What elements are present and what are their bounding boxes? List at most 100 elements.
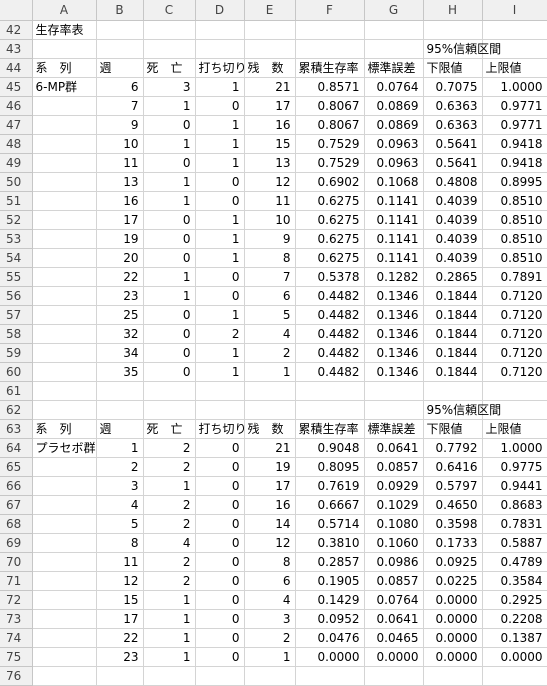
cell-e[interactable]: 6 [244,571,296,591]
cell-a[interactable] [32,229,97,249]
cell-a[interactable] [32,400,97,420]
cell-c[interactable]: 2 [143,514,196,534]
cell-g[interactable]: 0.1068 [364,172,424,192]
cell-f[interactable]: 0.4482 [295,286,365,306]
cell-e[interactable]: 15 [244,134,296,154]
cell-c[interactable]: 0 [143,362,196,382]
cell-a[interactable] [32,590,97,610]
cell-b[interactable]: 23 [96,286,144,306]
column-header-a[interactable]: A [32,0,97,21]
cell-d[interactable]: 0 [195,552,245,572]
cell-a[interactable] [32,552,97,572]
cell-h[interactable]: 0.1844 [423,286,483,306]
cell-a[interactable]: 生存率表 [32,20,97,40]
column-header-d[interactable]: D [195,0,245,21]
cell-b[interactable] [96,400,144,420]
cell-c[interactable]: 4 [143,533,196,553]
cell-h[interactable]: 0.1844 [423,324,483,344]
cell-h[interactable]: 0.4808 [423,172,483,192]
cell-g[interactable]: 0.0764 [364,590,424,610]
cell-h[interactable]: 0.4039 [423,210,483,230]
cell-e[interactable] [244,20,296,40]
cell-d[interactable]: 1 [195,248,245,268]
cell-i[interactable]: 0.8510 [482,229,547,249]
cell-a[interactable] [32,571,97,591]
cell-d[interactable]: 1 [195,115,245,135]
cell-h[interactable]: 0.5641 [423,134,483,154]
cell-a[interactable] [32,514,97,534]
cell-h[interactable]: 0.4039 [423,229,483,249]
cell-c[interactable]: 死 亡 [143,58,196,78]
cell-i[interactable]: 0.7120 [482,362,547,382]
cell-c[interactable]: 0 [143,248,196,268]
cell-h[interactable]: 0.0925 [423,552,483,572]
row-header[interactable]: 60 [0,362,33,382]
cell-i[interactable]: 0.0000 [482,647,547,667]
cell-i[interactable]: 0.9775 [482,457,547,477]
cell-f[interactable]: 0.8067 [295,115,365,135]
cell-g[interactable]: 0.0465 [364,628,424,648]
cell-h[interactable]: 下限値 [423,419,483,439]
cell-c[interactable]: 2 [143,552,196,572]
cell-g[interactable]: 0.1141 [364,210,424,230]
row-header[interactable]: 54 [0,248,33,268]
cell-c[interactable]: 1 [143,191,196,211]
row-header[interactable]: 42 [0,20,33,40]
cell-e[interactable] [244,400,296,420]
cell-g[interactable]: 0.1346 [364,286,424,306]
cell-i[interactable]: 0.7120 [482,305,547,325]
cell-f[interactable] [295,381,365,401]
cell-c[interactable]: 1 [143,628,196,648]
cell-i[interactable]: 0.8510 [482,210,547,230]
cell-b[interactable] [96,39,144,59]
cell-b[interactable]: 34 [96,343,144,363]
column-header-b[interactable]: B [96,0,144,21]
cell-a[interactable] [32,343,97,363]
cell-d[interactable]: 0 [195,267,245,287]
row-header[interactable]: 65 [0,457,33,477]
cell-e[interactable]: 14 [244,514,296,534]
cell-b[interactable]: 25 [96,305,144,325]
cell-b[interactable]: 週 [96,419,144,439]
cell-g[interactable]: 標準誤差 [364,58,424,78]
cell-f[interactable]: 0.6275 [295,248,365,268]
cell-i[interactable]: 0.4789 [482,552,547,572]
cell-d[interactable]: 0 [195,172,245,192]
cell-c[interactable] [143,39,196,59]
cell-i[interactable]: 0.7120 [482,324,547,344]
cell-i[interactable]: 0.7120 [482,286,547,306]
cell-h[interactable]: 0.0000 [423,647,483,667]
cell-f[interactable]: 0.6902 [295,172,365,192]
cell-f[interactable]: 0.9048 [295,438,365,458]
cell-i[interactable]: 0.5887 [482,533,547,553]
cell-f[interactable]: 0.0952 [295,609,365,629]
cell-h[interactable]: 95%信頼区間 [423,400,501,420]
cell-e[interactable]: 12 [244,172,296,192]
cell-b[interactable]: 19 [96,229,144,249]
cell-c[interactable]: 3 [143,77,196,97]
row-header[interactable]: 57 [0,305,33,325]
cell-b[interactable]: 11 [96,552,144,572]
cell-d[interactable]: 1 [195,229,245,249]
cell-b[interactable]: 17 [96,609,144,629]
row-header[interactable]: 61 [0,381,33,401]
cell-c[interactable]: 1 [143,590,196,610]
cell-e[interactable]: 16 [244,495,296,515]
cell-f[interactable]: 0.6667 [295,495,365,515]
cell-g[interactable]: 0.1282 [364,267,424,287]
cell-c[interactable]: 1 [143,172,196,192]
row-header[interactable]: 75 [0,647,33,667]
row-header[interactable]: 68 [0,514,33,534]
cell-b[interactable]: 16 [96,191,144,211]
cell-g[interactable]: 0.0869 [364,96,424,116]
cell-c[interactable]: 0 [143,305,196,325]
cell-f[interactable]: 0.8067 [295,96,365,116]
cell-b[interactable]: 20 [96,248,144,268]
cell-f[interactable]: 0.8571 [295,77,365,97]
cell-d[interactable]: 0 [195,286,245,306]
cell-h[interactable]: 0.4039 [423,191,483,211]
row-header[interactable]: 56 [0,286,33,306]
cell-f[interactable]: 0.7529 [295,153,365,173]
row-header[interactable]: 43 [0,39,33,59]
cell-b[interactable]: 22 [96,267,144,287]
